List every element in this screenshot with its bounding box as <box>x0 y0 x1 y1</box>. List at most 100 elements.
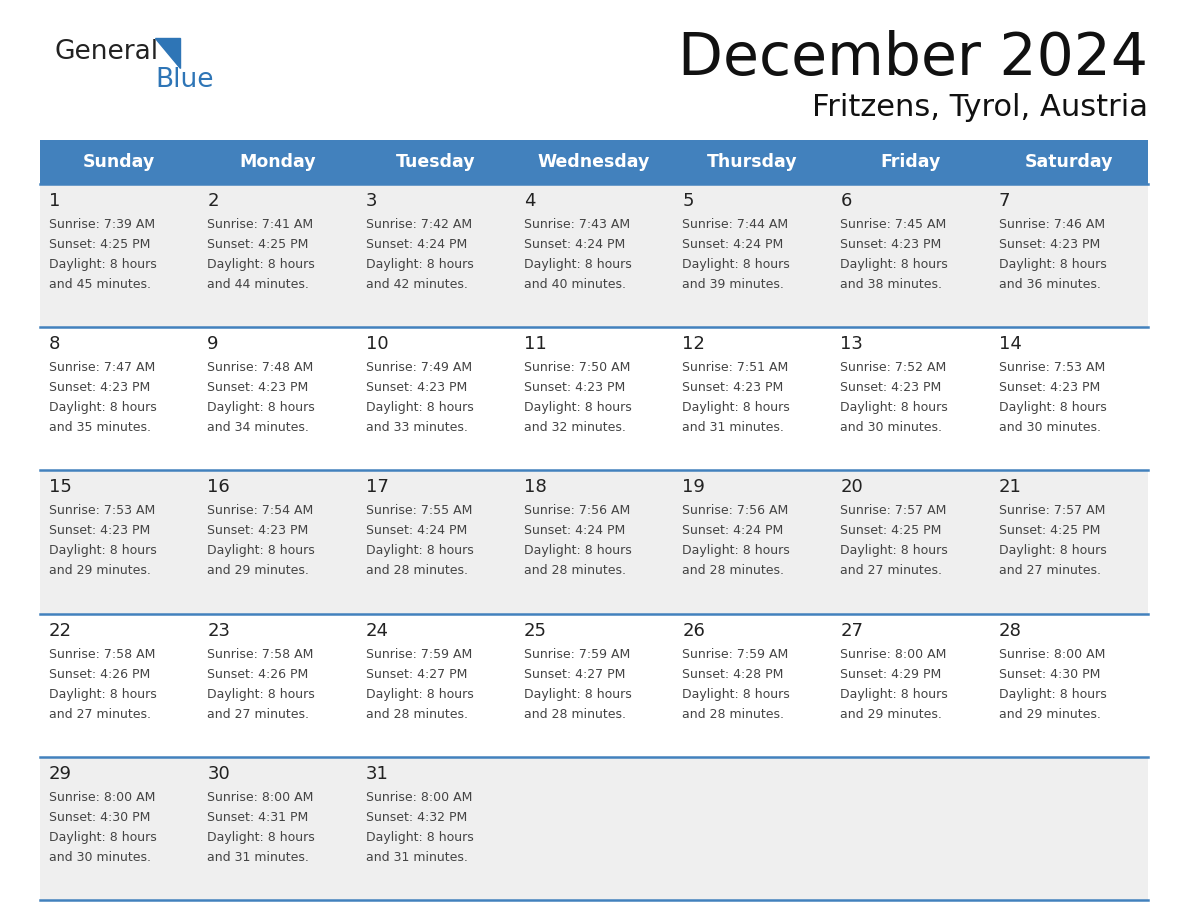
Text: 17: 17 <box>366 478 388 497</box>
Text: 6: 6 <box>840 192 852 210</box>
Polygon shape <box>154 38 181 68</box>
Text: and 28 minutes.: and 28 minutes. <box>366 565 468 577</box>
Bar <box>514 613 674 756</box>
Text: Daylight: 8 hours: Daylight: 8 hours <box>840 688 948 700</box>
Text: 4: 4 <box>524 192 536 210</box>
Text: 29: 29 <box>49 765 72 783</box>
Text: Daylight: 8 hours: Daylight: 8 hours <box>524 258 632 271</box>
Text: Wednesday: Wednesday <box>538 153 650 171</box>
Text: 15: 15 <box>49 478 72 497</box>
Bar <box>356 327 514 470</box>
Text: 5: 5 <box>682 192 694 210</box>
Text: Sunset: 4:30 PM: Sunset: 4:30 PM <box>49 811 151 823</box>
Text: 16: 16 <box>207 478 230 497</box>
Bar <box>40 470 198 613</box>
Text: Sunrise: 7:51 AM: Sunrise: 7:51 AM <box>682 361 789 375</box>
Text: December 2024: December 2024 <box>678 29 1148 86</box>
Text: Sunrise: 7:53 AM: Sunrise: 7:53 AM <box>999 361 1105 375</box>
Text: Daylight: 8 hours: Daylight: 8 hours <box>840 401 948 414</box>
Bar <box>40 613 198 756</box>
Text: Sunset: 4:24 PM: Sunset: 4:24 PM <box>682 238 783 251</box>
Text: Sunrise: 7:55 AM: Sunrise: 7:55 AM <box>366 504 472 518</box>
Text: Daylight: 8 hours: Daylight: 8 hours <box>49 544 157 557</box>
Text: Sunset: 4:23 PM: Sunset: 4:23 PM <box>207 381 309 394</box>
Text: and 28 minutes.: and 28 minutes. <box>682 565 784 577</box>
Text: Sunrise: 7:45 AM: Sunrise: 7:45 AM <box>840 218 947 231</box>
Bar <box>356 756 514 900</box>
Text: 9: 9 <box>207 335 219 353</box>
Text: 2: 2 <box>207 192 219 210</box>
Text: Sunrise: 7:59 AM: Sunrise: 7:59 AM <box>682 647 789 661</box>
Text: Sunset: 4:25 PM: Sunset: 4:25 PM <box>840 524 942 537</box>
Text: 30: 30 <box>207 765 230 783</box>
Text: 26: 26 <box>682 621 704 640</box>
Bar <box>832 184 990 327</box>
Text: Daylight: 8 hours: Daylight: 8 hours <box>682 688 790 700</box>
Text: 8: 8 <box>49 335 61 353</box>
Text: Sunrise: 7:53 AM: Sunrise: 7:53 AM <box>49 504 156 518</box>
Text: Daylight: 8 hours: Daylight: 8 hours <box>682 258 790 271</box>
Text: Sunset: 4:30 PM: Sunset: 4:30 PM <box>999 667 1100 680</box>
Bar <box>832 613 990 756</box>
Text: Daylight: 8 hours: Daylight: 8 hours <box>49 688 157 700</box>
Text: Sunrise: 7:46 AM: Sunrise: 7:46 AM <box>999 218 1105 231</box>
Bar <box>198 327 356 470</box>
Text: Daylight: 8 hours: Daylight: 8 hours <box>49 258 157 271</box>
Text: Blue: Blue <box>154 67 214 93</box>
Text: and 28 minutes.: and 28 minutes. <box>524 565 626 577</box>
Bar <box>990 470 1148 613</box>
Text: Daylight: 8 hours: Daylight: 8 hours <box>49 401 157 414</box>
Bar <box>832 470 990 613</box>
Text: Daylight: 8 hours: Daylight: 8 hours <box>207 831 315 844</box>
Text: Sunset: 4:29 PM: Sunset: 4:29 PM <box>840 667 942 680</box>
Text: and 38 minutes.: and 38 minutes. <box>840 278 942 291</box>
Text: Daylight: 8 hours: Daylight: 8 hours <box>207 401 315 414</box>
Text: Thursday: Thursday <box>707 153 797 171</box>
Text: Sunset: 4:32 PM: Sunset: 4:32 PM <box>366 811 467 823</box>
Text: and 32 minutes.: and 32 minutes. <box>524 421 626 434</box>
Text: Sunrise: 7:58 AM: Sunrise: 7:58 AM <box>207 647 314 661</box>
Text: and 34 minutes.: and 34 minutes. <box>207 421 309 434</box>
Text: Sunrise: 7:41 AM: Sunrise: 7:41 AM <box>207 218 314 231</box>
Text: Daylight: 8 hours: Daylight: 8 hours <box>524 401 632 414</box>
Bar <box>674 327 832 470</box>
Text: Sunrise: 7:56 AM: Sunrise: 7:56 AM <box>524 504 630 518</box>
Bar <box>674 613 832 756</box>
Text: Sunset: 4:25 PM: Sunset: 4:25 PM <box>207 238 309 251</box>
Bar <box>990 756 1148 900</box>
Text: Sunrise: 7:52 AM: Sunrise: 7:52 AM <box>840 361 947 375</box>
Text: 11: 11 <box>524 335 546 353</box>
Bar <box>356 140 514 184</box>
Text: Sunrise: 7:47 AM: Sunrise: 7:47 AM <box>49 361 156 375</box>
Text: and 27 minutes.: and 27 minutes. <box>840 565 942 577</box>
Text: and 29 minutes.: and 29 minutes. <box>207 565 309 577</box>
Text: Sunrise: 7:56 AM: Sunrise: 7:56 AM <box>682 504 789 518</box>
Text: 19: 19 <box>682 478 704 497</box>
Text: and 30 minutes.: and 30 minutes. <box>999 421 1101 434</box>
Text: Sunrise: 7:39 AM: Sunrise: 7:39 AM <box>49 218 156 231</box>
Text: and 31 minutes.: and 31 minutes. <box>682 421 784 434</box>
Bar <box>514 756 674 900</box>
Text: Sunset: 4:23 PM: Sunset: 4:23 PM <box>366 381 467 394</box>
Text: Daylight: 8 hours: Daylight: 8 hours <box>207 688 315 700</box>
Text: 10: 10 <box>366 335 388 353</box>
Text: and 27 minutes.: and 27 minutes. <box>49 708 151 721</box>
Text: and 29 minutes.: and 29 minutes. <box>49 565 151 577</box>
Bar <box>674 756 832 900</box>
Text: Saturday: Saturday <box>1024 153 1113 171</box>
Text: 7: 7 <box>999 192 1010 210</box>
Text: Sunset: 4:26 PM: Sunset: 4:26 PM <box>49 667 150 680</box>
Text: Sunrise: 7:59 AM: Sunrise: 7:59 AM <box>524 647 630 661</box>
Bar <box>832 327 990 470</box>
Bar <box>514 140 674 184</box>
Text: Sunrise: 8:00 AM: Sunrise: 8:00 AM <box>999 647 1105 661</box>
Text: and 29 minutes.: and 29 minutes. <box>999 708 1100 721</box>
Text: Monday: Monday <box>239 153 316 171</box>
Text: and 30 minutes.: and 30 minutes. <box>49 851 151 864</box>
Text: Daylight: 8 hours: Daylight: 8 hours <box>682 544 790 557</box>
Text: 22: 22 <box>49 621 72 640</box>
Text: and 27 minutes.: and 27 minutes. <box>207 708 309 721</box>
Text: 18: 18 <box>524 478 546 497</box>
Text: 23: 23 <box>207 621 230 640</box>
Text: Sunrise: 7:43 AM: Sunrise: 7:43 AM <box>524 218 630 231</box>
